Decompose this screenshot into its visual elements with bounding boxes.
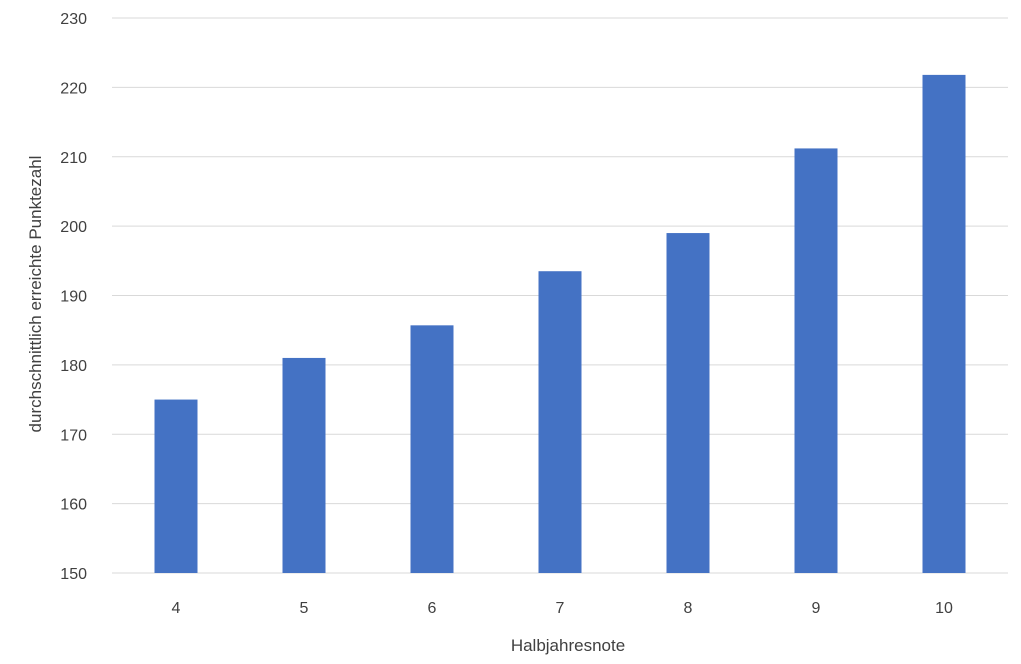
y-tick-label: 160 <box>60 497 87 514</box>
y-tick-label: 150 <box>60 566 87 583</box>
bar-7 <box>538 271 582 573</box>
x-tick-label: 7 <box>556 600 565 617</box>
y-tick-label: 230 <box>60 11 87 28</box>
x-tick-label: 10 <box>935 600 953 617</box>
x-tick-labels: 4 5 6 7 8 9 10 <box>172 600 953 617</box>
x-tick-label: 4 <box>172 600 181 617</box>
bars <box>154 74 966 574</box>
y-tick-label: 170 <box>60 427 87 444</box>
x-tick-label: 8 <box>684 600 693 617</box>
bar-5 <box>282 357 326 573</box>
y-tick-label: 200 <box>60 219 87 236</box>
bar-9 <box>794 148 838 574</box>
y-tick-labels: 150 160 170 180 190 200 210 220 230 <box>60 11 87 583</box>
bar-8 <box>666 233 710 573</box>
y-tick-label: 220 <box>60 80 87 97</box>
bar-10 <box>922 74 966 573</box>
x-tick-label: 6 <box>428 600 437 617</box>
bar-4 <box>154 399 198 573</box>
x-tick-label: 5 <box>300 600 309 617</box>
x-tick-label: 9 <box>812 600 821 617</box>
y-tick-label: 180 <box>60 358 87 375</box>
x-axis-title: Halbjahresnote <box>511 636 625 655</box>
y-tick-label: 190 <box>60 289 87 306</box>
y-tick-label: 210 <box>60 150 87 167</box>
bar-6 <box>410 325 454 573</box>
y-axis-title: durchschnittlich erreichte Punktezahl <box>26 156 45 433</box>
